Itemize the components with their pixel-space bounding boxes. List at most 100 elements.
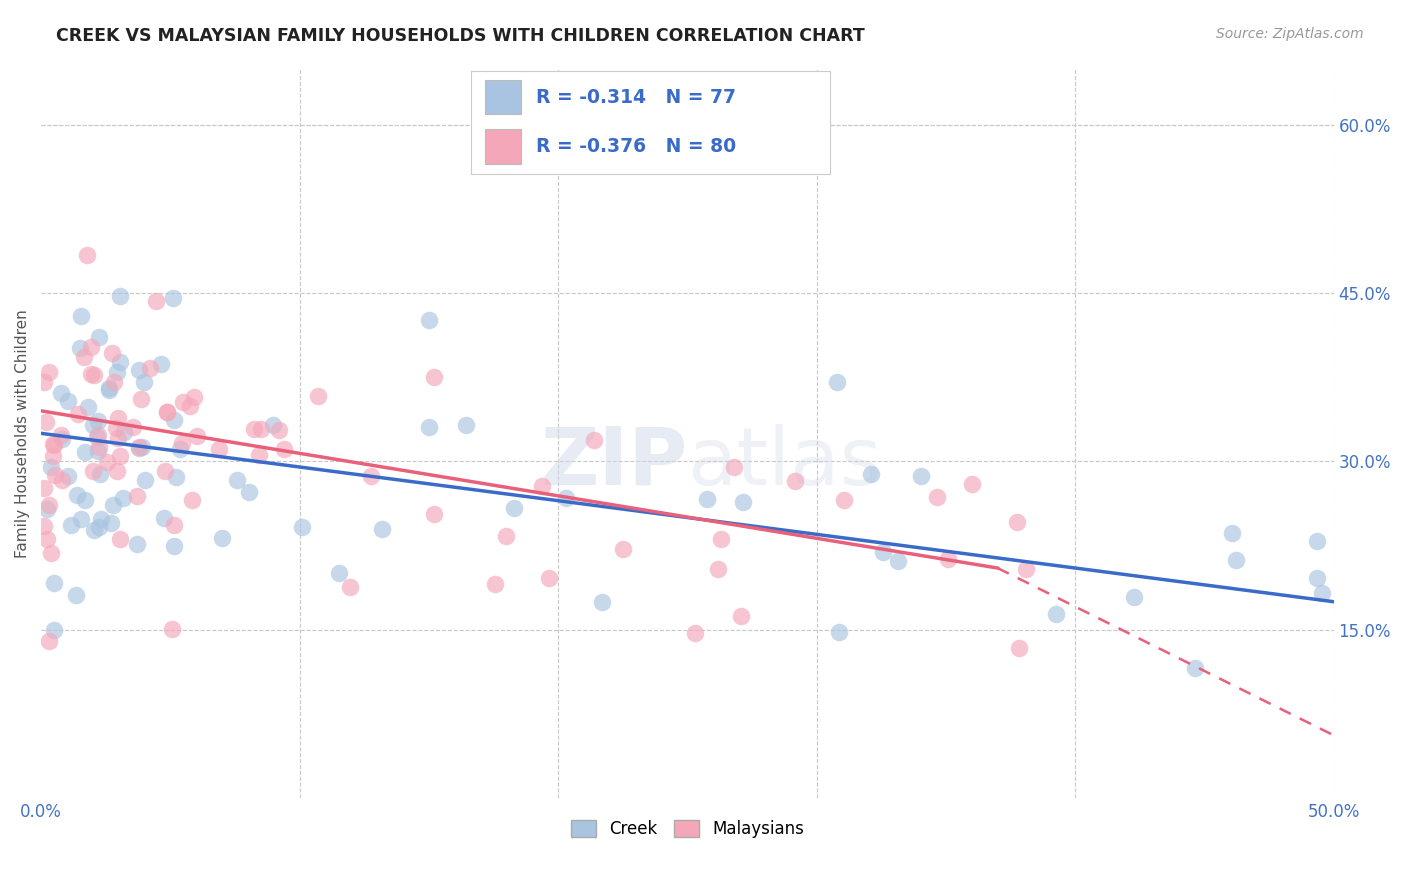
Point <box>128 441 150 455</box>
Point <box>156 405 179 419</box>
Y-axis label: Family Households with Children: Family Households with Children <box>15 309 30 558</box>
Point <box>32 481 55 495</box>
Point <box>96 455 118 469</box>
Point <box>153 511 176 525</box>
Point <box>225 473 247 487</box>
Point <box>83 368 105 383</box>
Point <box>183 390 205 404</box>
Point <box>108 289 131 303</box>
Point <box>42 623 65 637</box>
Point <box>83 523 105 537</box>
Point <box>32 519 55 533</box>
Point <box>307 389 329 403</box>
Point <box>291 520 314 534</box>
Point <box>872 545 894 559</box>
Point <box>97 383 120 397</box>
Point <box>89 330 111 344</box>
Point <box>103 375 125 389</box>
Point <box>59 517 82 532</box>
Point <box>925 490 948 504</box>
Point <box>936 552 959 566</box>
Point <box>101 498 124 512</box>
Point <box>267 423 290 437</box>
Point <box>100 516 122 531</box>
Point <box>51 427 73 442</box>
Point <box>87 444 110 458</box>
Point <box>105 464 128 478</box>
Point <box>69 341 91 355</box>
Point <box>243 422 266 436</box>
Point <box>707 562 730 576</box>
Point <box>153 464 176 478</box>
Point <box>328 566 350 581</box>
Point <box>612 541 634 556</box>
Point <box>583 433 606 447</box>
Point <box>42 449 65 463</box>
Point <box>107 411 129 425</box>
Point <box>131 440 153 454</box>
Point <box>44 467 66 482</box>
Point <box>101 345 124 359</box>
Point <box>1014 562 1036 576</box>
Point <box>105 365 128 379</box>
Point <box>121 420 143 434</box>
Point <box>887 554 910 568</box>
Point <box>484 577 506 591</box>
Point <box>44 576 66 591</box>
Point <box>179 399 201 413</box>
Text: R = -0.376   N = 80: R = -0.376 N = 80 <box>536 136 735 156</box>
Point <box>250 422 273 436</box>
Point <box>66 487 89 501</box>
Point <box>42 438 65 452</box>
Point <box>134 375 156 389</box>
Point <box>339 580 361 594</box>
Point <box>134 473 156 487</box>
Point <box>163 539 186 553</box>
Point <box>76 248 98 262</box>
Point <box>1225 553 1247 567</box>
Point <box>37 532 59 546</box>
Point <box>1005 515 1028 529</box>
Point <box>723 459 745 474</box>
Point <box>145 293 167 308</box>
Point <box>73 444 96 458</box>
Point <box>503 501 526 516</box>
Point <box>783 474 806 488</box>
Point <box>423 508 446 522</box>
Point <box>495 529 517 543</box>
Point <box>51 432 73 446</box>
Point <box>32 375 55 389</box>
Point <box>169 442 191 456</box>
Point <box>39 459 62 474</box>
Point <box>1123 590 1146 604</box>
FancyBboxPatch shape <box>485 128 522 163</box>
Point <box>827 376 849 390</box>
Point <box>104 421 127 435</box>
Point <box>696 491 718 506</box>
Point <box>418 420 440 434</box>
Point <box>1184 661 1206 675</box>
Point <box>1220 526 1243 541</box>
Point <box>56 394 79 409</box>
Point <box>163 518 186 533</box>
Point <box>456 418 478 433</box>
Point <box>170 436 193 450</box>
Point <box>108 532 131 546</box>
Point <box>149 357 172 371</box>
Point <box>828 625 851 640</box>
Point <box>38 498 60 512</box>
Point <box>51 473 73 487</box>
Point <box>273 442 295 457</box>
Point <box>423 370 446 384</box>
Point <box>731 495 754 509</box>
Point <box>37 502 59 516</box>
Point <box>207 442 229 456</box>
Point <box>1045 607 1067 621</box>
Point <box>128 363 150 377</box>
Point <box>87 414 110 428</box>
Point <box>910 469 932 483</box>
Point <box>111 491 134 505</box>
Point <box>69 511 91 525</box>
Point <box>98 381 121 395</box>
Point <box>418 313 440 327</box>
